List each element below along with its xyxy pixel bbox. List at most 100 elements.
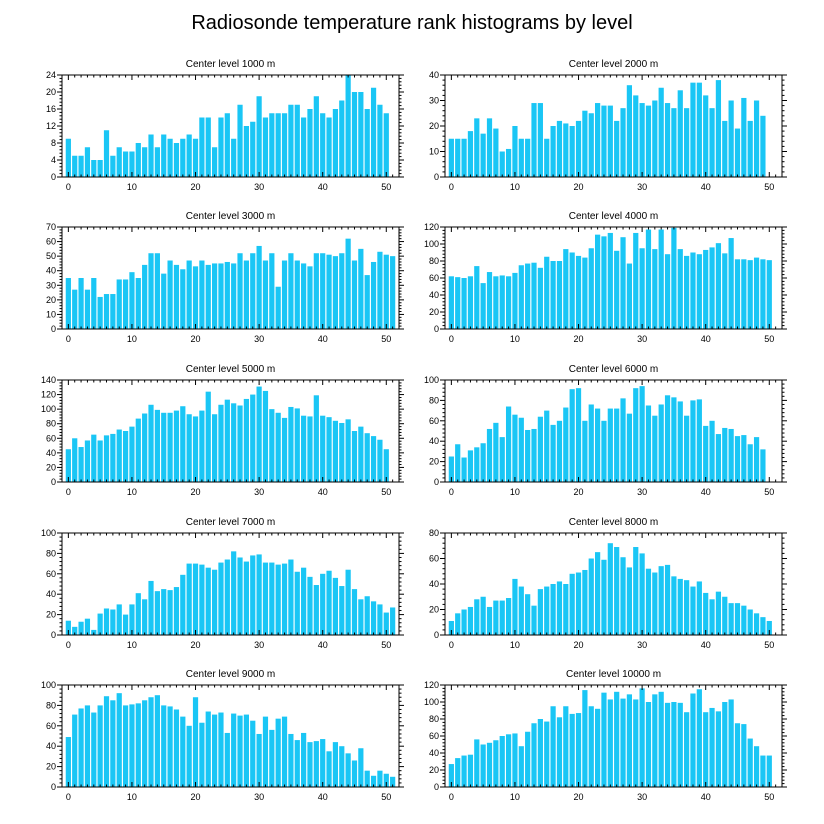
histogram-bar [709, 247, 715, 329]
histogram-bar [696, 581, 702, 635]
y-tick-label: 140 [41, 375, 56, 385]
histogram-bar [237, 557, 243, 635]
histogram-bar [467, 606, 474, 635]
histogram-bar [703, 95, 709, 177]
histogram-bar [493, 740, 499, 787]
panel-title: Center level 9000 m [186, 669, 276, 680]
histogram-bar [537, 267, 543, 329]
panel-title: Center level 4000 m [569, 211, 659, 222]
histogram-bar [531, 605, 537, 635]
histogram-bar [658, 566, 664, 635]
y-tick-label: 24 [46, 70, 56, 80]
histogram-bar [633, 388, 639, 482]
histogram-bar [212, 147, 218, 177]
histogram-bar [320, 253, 326, 329]
histogram-bar [339, 586, 345, 635]
histogram-bar [595, 234, 601, 329]
histogram-bar [607, 105, 613, 177]
histogram-bar [626, 694, 632, 787]
histogram-bar [320, 739, 326, 787]
histogram-bar [664, 395, 671, 482]
y-tick-label: 50 [46, 251, 56, 261]
histogram-bar [180, 406, 186, 482]
x-tick-label: 50 [381, 334, 391, 344]
histogram-bar [569, 573, 575, 635]
histogram-bar [186, 134, 192, 177]
histogram-bar [652, 415, 658, 482]
histogram-bar [103, 435, 110, 482]
histogram-bar [78, 278, 84, 329]
histogram-bar [512, 272, 518, 329]
histogram-bar [595, 103, 601, 177]
histogram-bar [231, 263, 237, 329]
x-tick-label: 10 [510, 640, 520, 650]
histogram-bar [728, 100, 734, 177]
histogram-bar [122, 614, 129, 635]
histogram-bar [294, 260, 300, 329]
histogram-bar [186, 563, 192, 635]
x-tick-label: 0 [449, 640, 454, 650]
histogram-bar [664, 564, 671, 636]
y-tick-label: 60 [46, 569, 56, 579]
histogram-bar [747, 738, 753, 787]
histogram-bar [645, 405, 652, 482]
histogram-bar [601, 105, 607, 177]
histogram-bar [326, 570, 332, 635]
histogram-bar [212, 714, 218, 787]
histogram-bar [129, 151, 135, 177]
histogram-bar [461, 755, 467, 787]
histogram-bar [320, 415, 326, 482]
histogram-bar [525, 731, 531, 787]
histogram-bar [525, 263, 531, 329]
histogram-bar [142, 599, 148, 635]
histogram-bar [377, 604, 383, 635]
panel-5: Center level 5000 m 0 10 20 30 40 50 0 20 40 60 80 1… [41, 364, 404, 497]
histogram-bar [671, 397, 677, 482]
histogram-bar [639, 688, 645, 787]
histogram-bar [212, 414, 218, 482]
histogram-bar [455, 758, 461, 787]
histogram-bar [205, 711, 211, 787]
histogram-bar [332, 109, 339, 177]
y-tick-label: 80 [46, 548, 56, 558]
histogram-bar [645, 568, 652, 635]
histogram-bar [480, 283, 486, 329]
histogram-bar [575, 120, 582, 177]
histogram-bar [461, 609, 467, 635]
histogram-bar [556, 581, 563, 635]
histogram-bar [243, 561, 249, 635]
histogram-bar [518, 138, 524, 177]
histogram-bar [91, 629, 97, 635]
histogram-bar [269, 253, 275, 329]
histogram-bar [281, 260, 288, 329]
x-tick-label: 30 [254, 640, 264, 650]
histogram-bar [122, 279, 129, 329]
histogram-bar [186, 414, 192, 482]
histogram-bar [129, 704, 135, 787]
histogram-bar [525, 138, 531, 177]
y-tick-label: 0 [51, 782, 56, 792]
histogram-bar [747, 444, 753, 482]
histogram-bar [607, 543, 613, 635]
histogram-bar [345, 238, 351, 329]
histogram-bar [709, 599, 715, 635]
histogram-bar [116, 429, 122, 482]
histogram-bar [103, 696, 110, 787]
histogram-bar [531, 428, 537, 482]
histogram-bar [626, 85, 632, 177]
histogram-bar [148, 253, 154, 329]
x-tick-label: 30 [254, 792, 264, 802]
histogram-bar [448, 138, 454, 177]
histogram-bar [544, 721, 550, 787]
histogram-bar [256, 733, 262, 787]
x-tick-label: 20 [574, 640, 584, 650]
panel-3: Center level 3000 m 0 10 20 30 40 50 0 10 20 30 40 5… [46, 211, 404, 344]
histogram-bar [173, 709, 180, 787]
histogram-bar [715, 243, 722, 329]
histogram-bar [690, 252, 696, 329]
histogram-bar [72, 714, 78, 787]
histogram-bar [474, 266, 480, 329]
histogram-bar [684, 255, 690, 329]
histogram-bar [383, 449, 389, 482]
